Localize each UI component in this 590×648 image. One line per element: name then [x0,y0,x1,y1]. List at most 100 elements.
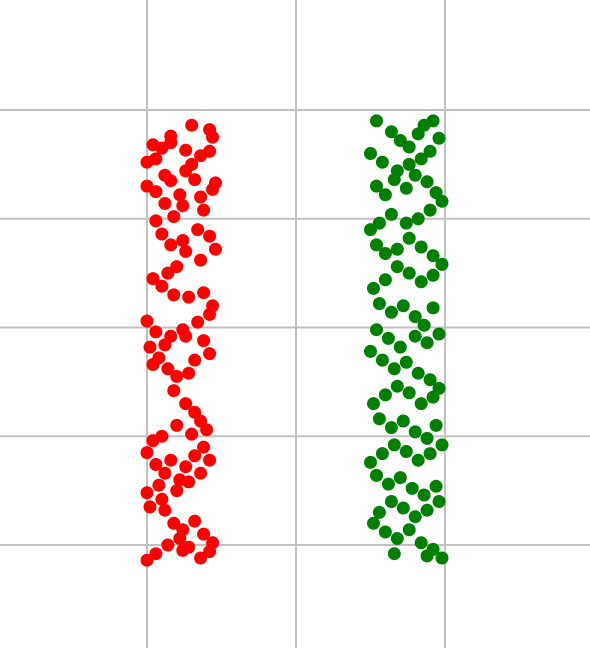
scatter-point [149,325,163,339]
scatter-point [402,140,416,154]
scatter-point [203,347,217,361]
scatter-point [203,123,217,137]
scatter-point [378,247,392,260]
scatter-point [203,144,217,158]
scatter-point [408,425,422,439]
scatter-point [188,353,202,367]
scatter-point [197,203,211,217]
scatter-point [390,532,404,545]
scatter-point [384,305,398,319]
scatter-point [390,379,404,393]
scatter-point [173,532,187,545]
scatter-point [390,242,404,256]
scatter-point [209,242,222,256]
scatter-point [164,174,178,188]
scatter-point [435,551,449,565]
scatter-point [167,210,181,224]
scatter-point [396,414,410,428]
scatter-point [197,527,211,541]
scatter-point [426,114,440,128]
scatter-point [387,362,401,376]
scatter-point [149,152,163,166]
scatter-point [414,536,428,550]
scatter-point [143,340,157,354]
scatter-point [209,176,222,190]
scatter-point [372,505,386,519]
scatter-point [149,547,163,561]
scatter-point [420,336,434,350]
scatter-point [432,131,446,145]
scatter-point [387,173,401,187]
scatter-point [203,229,217,243]
scatter-point [185,427,199,441]
scatter-point [146,138,160,152]
scatter-point [164,238,178,252]
scatter-point [367,397,380,411]
scatter-point [414,152,428,166]
scatter-point [191,315,205,329]
scatter-point [188,514,202,528]
scatter-point [364,147,377,160]
scatter-point [173,188,187,202]
scatter-point [423,373,437,387]
scatter-point [393,340,407,354]
scatter-point [378,388,392,402]
scatter-point [423,144,437,158]
scatter-point [182,290,196,304]
scatter-point [158,503,172,517]
scatter-point [411,453,425,467]
scatter-point [370,238,383,252]
scatter-point [420,431,434,445]
scatter-point [188,449,202,463]
scatter-point [370,468,383,482]
scatter-point [408,329,422,343]
series-2 [364,114,449,565]
scatter-point [370,179,383,193]
scatter-point [179,244,193,258]
scatter-point [194,466,208,480]
scatter-point [420,503,434,517]
scatter-point [158,197,172,210]
scatter-point [188,173,202,187]
scatter-point [155,279,169,293]
scatter-point [161,362,175,376]
scatter-point [417,318,431,332]
data-points [140,114,449,567]
scatter-point [402,231,416,245]
scatter-point [194,190,208,204]
scatter-point [432,495,446,508]
scatter-point [384,125,398,139]
scatter-point [176,199,190,213]
scatter-point [423,203,437,217]
scatter-point [191,223,205,237]
scatter-point [375,447,389,461]
scatter-point [417,488,431,502]
scatter-point [429,418,443,432]
scatter-point [149,214,163,228]
scatter-point [170,418,184,432]
scatter-point [197,286,211,300]
scatter-point [435,438,449,452]
scatter-point [387,547,401,561]
scatter-point [378,188,392,202]
scatter-point [423,447,437,461]
scatter-point [396,299,410,313]
scatter-point [435,194,449,208]
scatter-point [370,323,383,337]
scatter-point [140,553,154,567]
scatter-point [381,477,395,491]
scatter-point [143,500,157,514]
scatter-point [411,212,425,226]
scatter-point [140,314,154,328]
scatter-point [170,260,184,274]
scatter-point [203,453,217,467]
scatter-point [408,310,422,324]
scatter-point [426,268,440,282]
scatter-point [399,216,413,230]
scatter-point [167,384,181,398]
scatter-point [176,234,190,247]
scatter-point [179,143,193,157]
scatter-point [197,334,211,348]
series-1 [140,118,222,567]
